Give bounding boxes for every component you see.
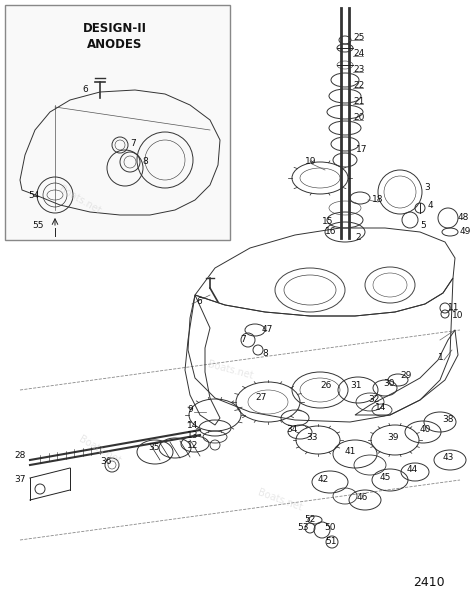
- Text: 40: 40: [420, 426, 431, 434]
- Text: 36: 36: [100, 458, 111, 467]
- Text: Boats.net: Boats.net: [256, 488, 304, 513]
- Text: 2: 2: [355, 234, 361, 243]
- Text: 35: 35: [148, 443, 159, 452]
- Text: 25: 25: [353, 33, 365, 42]
- Text: Boats.net: Boats.net: [57, 184, 103, 216]
- Text: 2410: 2410: [413, 576, 445, 588]
- Text: 6: 6: [82, 85, 88, 95]
- Text: Boats.net: Boats.net: [206, 359, 254, 381]
- Text: DESIGN-II: DESIGN-II: [83, 21, 147, 35]
- Text: 1: 1: [438, 353, 444, 362]
- Text: 10: 10: [452, 312, 464, 321]
- Text: 34: 34: [286, 426, 297, 434]
- Text: 5: 5: [420, 221, 426, 229]
- Text: 13: 13: [187, 432, 199, 440]
- Text: 50: 50: [324, 523, 336, 532]
- Text: 9: 9: [187, 405, 193, 414]
- Text: 6: 6: [196, 297, 202, 306]
- Text: ANODES: ANODES: [87, 38, 143, 51]
- Text: 4: 4: [428, 201, 434, 210]
- Text: 29: 29: [400, 371, 411, 380]
- Text: 33: 33: [306, 433, 318, 442]
- Text: 46: 46: [357, 493, 368, 502]
- Text: 30: 30: [383, 380, 394, 389]
- Text: 49: 49: [460, 228, 471, 237]
- Text: 51: 51: [325, 538, 337, 547]
- Text: 16: 16: [325, 228, 337, 237]
- Text: 7: 7: [130, 138, 136, 147]
- Text: 20: 20: [353, 113, 365, 123]
- Text: 41: 41: [345, 448, 356, 457]
- Text: Boats.net: Boats.net: [77, 434, 123, 466]
- Text: 17: 17: [356, 145, 367, 154]
- Text: 12: 12: [187, 440, 199, 449]
- Text: 44: 44: [407, 465, 418, 474]
- Text: 22: 22: [353, 82, 364, 91]
- Text: 28: 28: [14, 452, 26, 461]
- Text: 45: 45: [380, 473, 392, 483]
- Bar: [5, 5, 230, 240]
- Text: 55: 55: [32, 221, 44, 229]
- Text: 11: 11: [448, 303, 459, 312]
- Text: 3: 3: [424, 184, 430, 193]
- Text: 8: 8: [142, 157, 148, 166]
- Text: 32: 32: [368, 396, 379, 405]
- Text: 21: 21: [353, 98, 365, 107]
- Text: 48: 48: [458, 213, 469, 222]
- Text: 8: 8: [262, 349, 268, 359]
- Text: 37: 37: [14, 476, 26, 485]
- Text: 42: 42: [318, 476, 329, 485]
- Text: 15: 15: [322, 218, 334, 226]
- Text: 14: 14: [187, 421, 199, 430]
- Text: 19: 19: [305, 157, 317, 166]
- Text: 38: 38: [442, 415, 454, 424]
- Text: 52: 52: [304, 516, 315, 524]
- Text: 23: 23: [353, 66, 365, 74]
- Text: 53: 53: [297, 523, 309, 532]
- Text: 18: 18: [372, 195, 383, 204]
- Text: 26: 26: [320, 381, 331, 390]
- Text: 14: 14: [375, 403, 386, 412]
- Text: 24: 24: [353, 49, 364, 58]
- Text: 43: 43: [443, 454, 455, 462]
- Text: 54: 54: [28, 191, 39, 200]
- Text: 27: 27: [255, 393, 266, 402]
- Text: 7: 7: [240, 336, 246, 344]
- Text: 31: 31: [350, 381, 362, 390]
- Text: 47: 47: [262, 325, 273, 334]
- Text: 39: 39: [387, 433, 399, 442]
